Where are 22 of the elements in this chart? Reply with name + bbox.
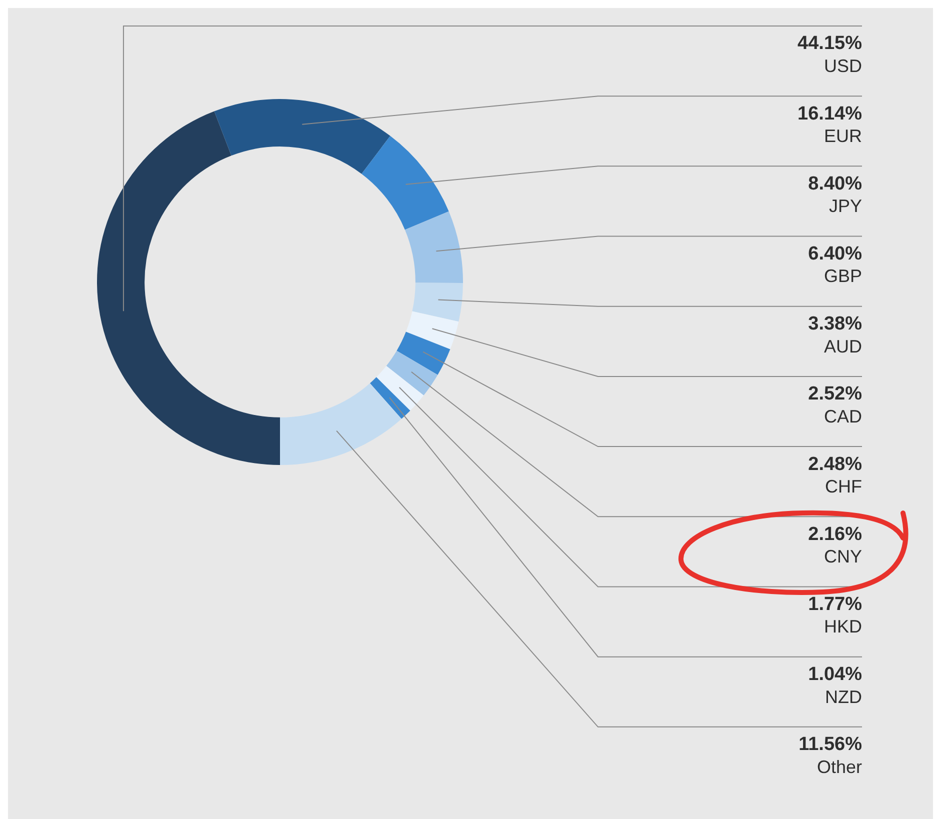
slice-label: CNY — [824, 546, 862, 567]
data-label: 1.77% — [808, 594, 862, 615]
slice-label: AUD — [824, 336, 862, 356]
slice-label: CAD — [824, 406, 862, 426]
slice-label: USD — [824, 56, 862, 76]
slice-label: JPY — [828, 196, 862, 216]
data-label: 2.16% — [808, 524, 862, 545]
data-label: 11.56% — [798, 734, 862, 756]
slice-label: GBP — [824, 266, 862, 286]
data-label: 1.04% — [808, 664, 862, 686]
slice-label: Other — [816, 756, 862, 777]
slice-label: HKD — [824, 616, 862, 637]
slice-label: NZD — [825, 686, 862, 707]
data-label: 44.15% — [798, 33, 862, 54]
data-label: 16.14% — [798, 103, 862, 124]
data-label: 2.48% — [808, 454, 862, 475]
slice-label: CHF — [825, 476, 862, 497]
data-label: 6.40% — [808, 244, 862, 265]
data-label: 3.38% — [808, 314, 862, 335]
data-label: 2.52% — [808, 384, 862, 405]
data-label: 8.40% — [808, 173, 862, 194]
slice-label: EUR — [824, 126, 862, 146]
